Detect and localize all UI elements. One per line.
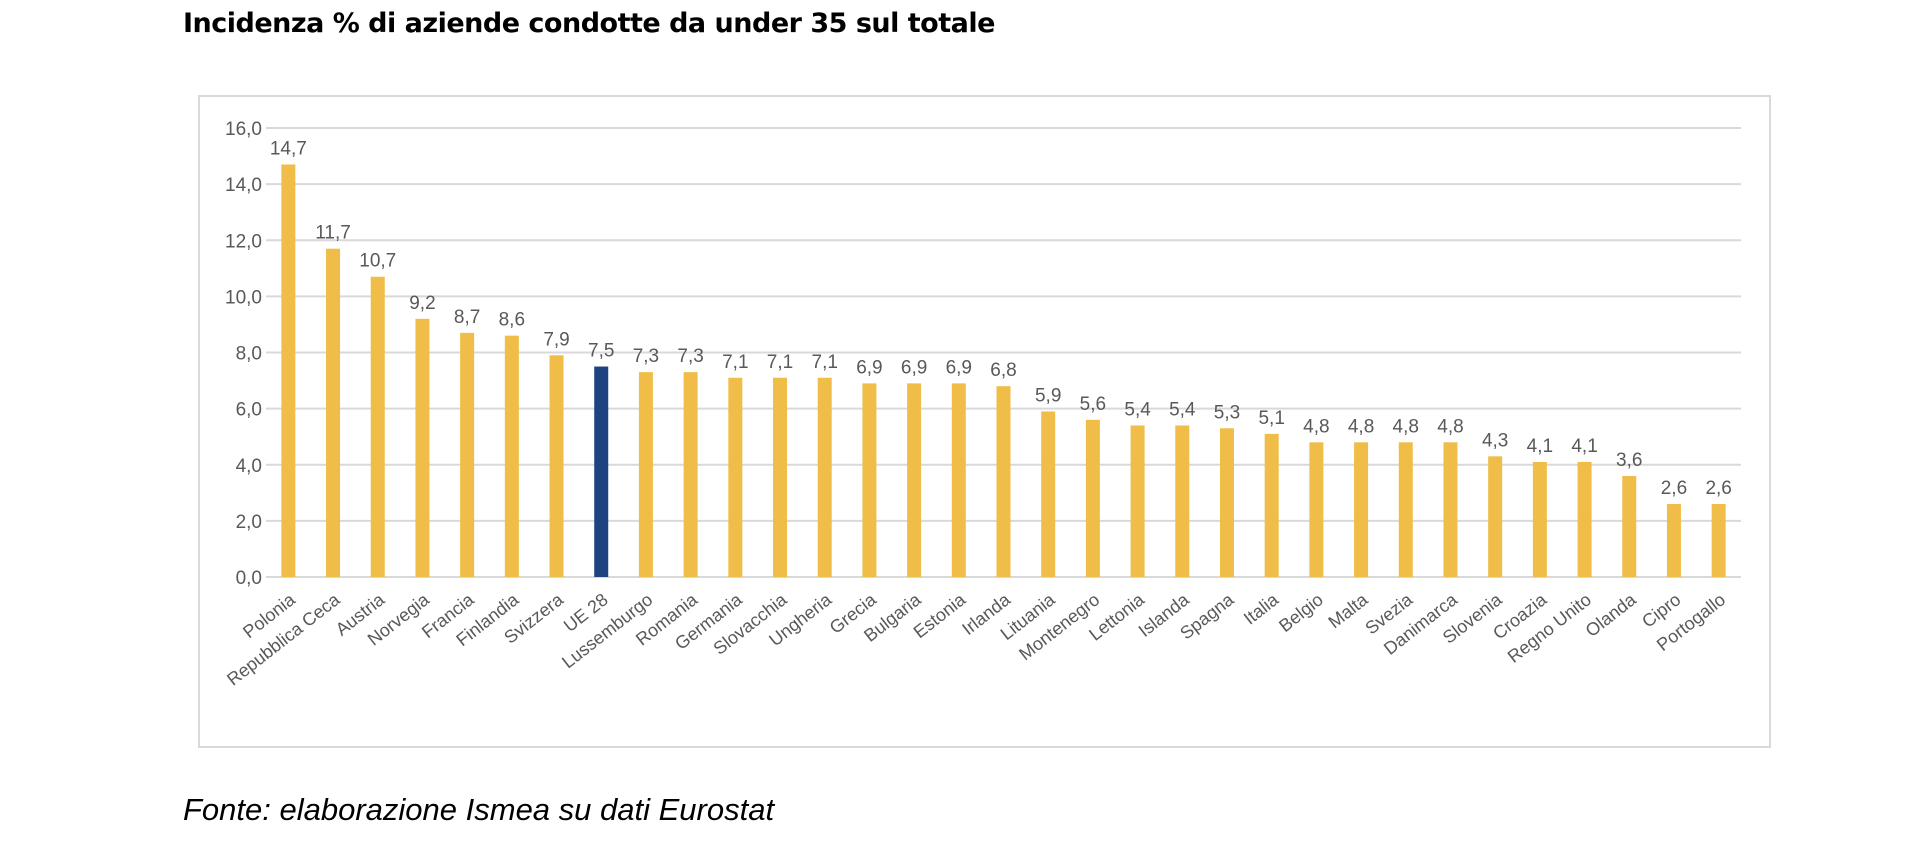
bar-francia: [460, 332, 475, 577]
bar-lettonia: [1130, 425, 1145, 577]
y-tick-label: 0,0: [236, 568, 262, 589]
data-label: 6,9: [901, 357, 927, 378]
bar-estonia: [951, 383, 966, 577]
data-label: 2,6: [1661, 478, 1687, 499]
y-tick-label: 2,0: [236, 512, 262, 533]
data-label: 14,7: [270, 138, 307, 159]
data-label: 5,4: [1169, 399, 1196, 420]
bar-svezia: [1398, 442, 1413, 577]
bar-olanda: [1622, 475, 1637, 577]
source-note: Fonte: elaborazione Ismea su dati Eurost…: [183, 792, 775, 827]
bars: [281, 164, 1726, 577]
bar-ue-28: [594, 366, 609, 577]
data-label: 7,1: [812, 352, 838, 373]
data-label: 9,2: [409, 293, 435, 314]
bar-grecia: [862, 383, 877, 577]
data-label: 7,1: [722, 352, 748, 373]
y-tick-label: 8,0: [236, 344, 262, 365]
y-tick-label: 12,0: [225, 231, 262, 252]
y-tick-label: 10,0: [225, 287, 262, 308]
data-label: 8,7: [454, 307, 480, 328]
data-label: 4,3: [1482, 430, 1508, 451]
data-labels: 14,7 11,7 10,7 9,2 8,7 8,6 7,9 7,5 7,3 7,3 7,1 7,1 7…: [270, 138, 1732, 499]
data-label: 6,9: [946, 357, 972, 378]
bar-romania: [683, 372, 698, 577]
bar-malta: [1354, 442, 1369, 577]
y-axis-tick-labels: 0,0 2,0 4,0 6,0 8,0 10,0 12,0 14,0 16,0: [225, 119, 262, 589]
y-tick-label: 14,0: [225, 175, 262, 196]
data-label: 11,7: [315, 223, 351, 244]
data-label: 6,8: [990, 360, 1016, 381]
bar-germania: [728, 377, 743, 577]
chart-frame: 0,0 2,0 4,0 6,0 8,0 10,0 12,0 14,0 16,0 14,7 11,7…: [198, 95, 1771, 748]
bar-slovenia: [1488, 456, 1503, 577]
data-label: 7,5: [588, 341, 614, 362]
bar-austria: [370, 276, 385, 577]
bar-belgio: [1309, 442, 1324, 577]
bar-polonia: [281, 164, 296, 577]
bar-lussemburgo: [638, 372, 653, 577]
data-label: 3,6: [1616, 450, 1642, 471]
bar-spagna: [1219, 428, 1234, 577]
bar-bulgaria: [907, 383, 922, 577]
x-tick-label: Olanda: [1582, 589, 1641, 641]
x-tick-label: Belgio: [1275, 589, 1327, 636]
bar-danimarca: [1443, 442, 1458, 577]
data-label: 4,1: [1527, 436, 1553, 457]
bar-italia: [1264, 433, 1279, 577]
x-tick-label: Estonia: [910, 589, 970, 642]
data-label: 2,6: [1705, 478, 1731, 499]
data-label: 4,8: [1437, 416, 1463, 437]
data-label: 7,3: [677, 346, 703, 367]
bar-slovacchia: [773, 377, 788, 577]
bar-cipro: [1666, 504, 1681, 577]
data-label: 5,3: [1214, 402, 1240, 423]
data-label: 4,8: [1348, 416, 1374, 437]
bar-portogallo: [1711, 504, 1726, 577]
chart-title: Incidenza % di aziende condotte da under…: [183, 8, 995, 39]
bar-croazia: [1532, 461, 1547, 577]
data-label: 5,4: [1124, 399, 1151, 420]
bar-finlandia: [504, 335, 519, 577]
data-label: 5,9: [1035, 385, 1061, 406]
y-tick-label: 6,0: [236, 400, 262, 421]
data-label: 4,8: [1393, 416, 1419, 437]
bar-svizzera: [549, 355, 564, 577]
bar-irlanda: [996, 386, 1011, 577]
bar-chart: 0,0 2,0 4,0 6,0 8,0 10,0 12,0 14,0 16,0 14,7 11,7…: [223, 119, 1741, 690]
bar-ungheria: [817, 377, 832, 577]
y-tick-label: 4,0: [236, 456, 262, 477]
data-label: 5,1: [1258, 408, 1284, 429]
y-tick-label: 16,0: [225, 119, 262, 140]
bar-islanda: [1175, 425, 1190, 577]
data-label: 4,8: [1303, 416, 1329, 437]
data-label: 6,9: [856, 357, 882, 378]
data-label: 4,1: [1571, 436, 1597, 457]
data-label: 7,9: [543, 329, 569, 350]
bar-regno-unito: [1577, 461, 1592, 577]
bar-repubblica-ceca: [326, 248, 341, 577]
bar-norvegia: [415, 318, 430, 577]
bar-lituania: [1041, 411, 1056, 577]
data-label: 8,6: [499, 310, 525, 331]
data-label: 10,7: [359, 251, 396, 272]
data-label: 5,6: [1080, 394, 1106, 415]
data-label: 7,3: [633, 346, 659, 367]
data-label: 7,1: [767, 352, 793, 373]
bar-montenegro: [1085, 419, 1100, 577]
